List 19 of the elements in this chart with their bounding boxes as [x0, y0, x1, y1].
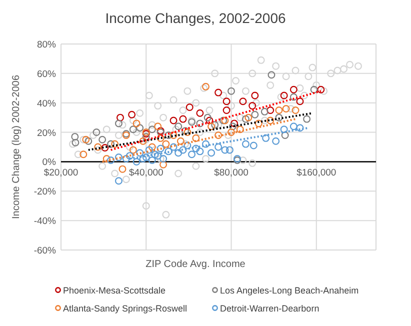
y-tick-label: -40% [34, 216, 57, 228]
y-tick-label: -20% [34, 186, 57, 198]
legend-label: Detroit-Warren-Dearborn [220, 304, 320, 314]
y-tick-label: -60% [34, 246, 57, 256]
x-tick-label: $80,000 [214, 168, 248, 179]
x-tick-label: $20,000 [44, 168, 78, 179]
y-tick-label: 40% [36, 98, 57, 110]
legend-label: Atlanta-Sandy Springs-Roswell [63, 304, 188, 314]
x-tick-label: $160,000 [296, 168, 336, 179]
x-tick-label: $40,000 [128, 168, 164, 179]
chart-title: Income Changes, 2002-2006 [105, 10, 286, 26]
x-axis-title: ZIP Code Avg. Income [146, 259, 246, 270]
y-tick-label: 60% [36, 68, 57, 80]
y-tick-label: 20% [36, 128, 57, 139]
y-tick-label: 80% [36, 40, 57, 50]
y-tick-label: 0% [42, 157, 57, 168]
y-axis-title: Income Change (log) 2002-2006 [11, 74, 22, 219]
legend-label: Los Angeles-Long Beach-Anaheim [220, 286, 359, 296]
legend-label: Phoenix-Mesa-Scottsdale [63, 286, 166, 296]
